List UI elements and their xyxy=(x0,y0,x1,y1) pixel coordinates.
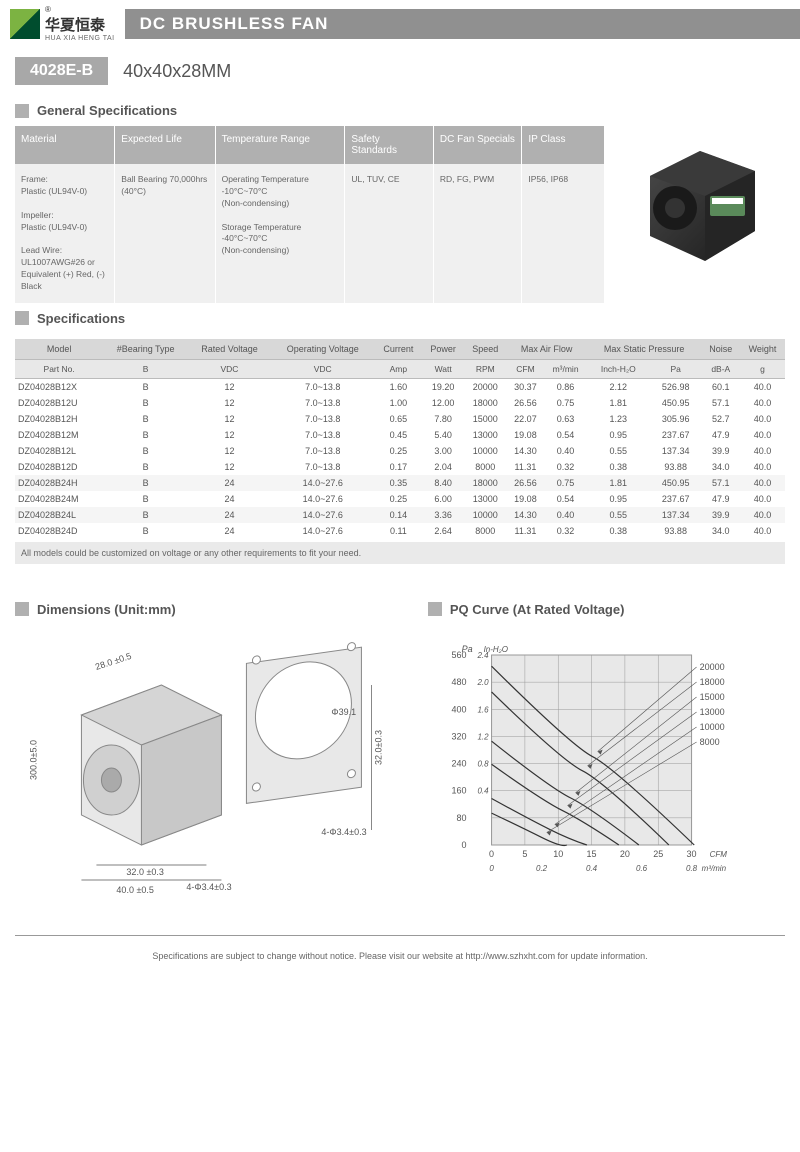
table-row: DZ04028B12LB127.0~13.80.253.001000014.30… xyxy=(15,443,785,459)
spec-note: All models could be customized on voltag… xyxy=(15,542,785,564)
table-row: DZ04028B12MB127.0~13.80.455.401300019.08… xyxy=(15,427,785,443)
svg-text:0.4: 0.4 xyxy=(477,787,489,796)
spec-header-1: Model#Bearing TypeRated VoltageOperating… xyxy=(15,339,785,360)
svg-text:10000: 10000 xyxy=(699,722,724,732)
logo-chinese: 华夏恒泰 xyxy=(45,14,115,35)
table-row: DZ04028B12UB127.0~13.81.0012.001800026.5… xyxy=(15,395,785,411)
svg-text:300.0±5.0: 300.0±5.0 xyxy=(28,740,38,780)
svg-text:0: 0 xyxy=(489,864,494,873)
header-title: DC BRUSHLESS FAN xyxy=(125,9,800,39)
header: ® 华夏恒泰 HUA XIA HENG TAI DC BRUSHLESS FAN xyxy=(0,0,800,47)
logo-english: HUA XIA HENG TAI xyxy=(45,35,115,42)
gs-ip: IP56, IP68 xyxy=(522,164,605,303)
model-row: 4028E-B 40x40x28MM xyxy=(0,47,800,95)
footer: Specifications are subject to change wit… xyxy=(15,935,785,976)
svg-text:0.4: 0.4 xyxy=(586,864,598,873)
table-row: DZ04028B12XB127.0~13.81.6019.202000030.3… xyxy=(15,378,785,395)
svg-text:40.0 ±0.5: 40.0 ±0.5 xyxy=(116,885,153,895)
svg-text:15: 15 xyxy=(586,849,596,859)
svg-text:25: 25 xyxy=(653,849,663,859)
gs-safety: UL, TUV, CE xyxy=(345,164,434,303)
svg-text:4-Φ3.4±0.3: 4-Φ3.4±0.3 xyxy=(321,827,366,837)
svg-text:1.6: 1.6 xyxy=(477,705,489,714)
model-badge: 4028E-B xyxy=(15,57,108,85)
svg-text:32.0 ±0.3: 32.0 ±0.3 xyxy=(126,867,163,877)
gs-header-row: Material Expected Life Temperature Range… xyxy=(15,126,605,164)
svg-text:20: 20 xyxy=(620,849,630,859)
svg-text:15000: 15000 xyxy=(699,692,724,702)
svg-text:5: 5 xyxy=(522,849,527,859)
logo-icon xyxy=(10,9,40,39)
section-bar-icon xyxy=(15,104,29,118)
svg-text:80: 80 xyxy=(456,813,466,823)
svg-text:30: 30 xyxy=(686,849,696,859)
svg-text:0.6: 0.6 xyxy=(636,864,648,873)
svg-text:13000: 13000 xyxy=(699,707,724,717)
table-row: DZ04028B24HB2414.0~27.60.358.401800026.5… xyxy=(15,475,785,491)
pq-title: PQ Curve (At Rated Voltage) xyxy=(428,594,785,625)
general-specs-title: General Specifications xyxy=(0,95,800,126)
svg-text:28.0 ±0.5: 28.0 ±0.5 xyxy=(94,651,133,672)
svg-text:4-Φ3.4±0.3: 4-Φ3.4±0.3 xyxy=(186,882,231,892)
svg-text:480: 480 xyxy=(451,677,466,687)
svg-text:In-H₂O: In-H₂O xyxy=(483,645,507,654)
dimensions-title: Dimensions (Unit:mm) xyxy=(15,594,408,625)
product-image xyxy=(615,126,785,276)
logo: ® 华夏恒泰 HUA XIA HENG TAI xyxy=(0,0,125,47)
table-row: DZ04028B24DB2414.0~27.60.112.64800011.31… xyxy=(15,523,785,539)
svg-text:32.0±0.3: 32.0±0.3 xyxy=(373,730,383,765)
section-bar-icon xyxy=(15,602,29,616)
spec-header-2: Part No.BVDCVDCAmpWattRPMCFMm³/minInch-H… xyxy=(15,359,785,378)
specs-title: Specifications xyxy=(0,303,800,334)
svg-text:2.0: 2.0 xyxy=(476,678,489,687)
gs-temp: Operating Temperature -10°C~70°C (Non-co… xyxy=(216,164,346,303)
svg-text:320: 320 xyxy=(451,731,466,741)
table-row: DZ04028B24MB2414.0~27.60.256.001300019.0… xyxy=(15,491,785,507)
svg-text:m³/min: m³/min xyxy=(701,864,726,873)
svg-text:Pa: Pa xyxy=(461,644,472,654)
table-row: DZ04028B12DB127.0~13.80.172.04800011.310… xyxy=(15,459,785,475)
svg-text:10: 10 xyxy=(553,849,563,859)
svg-text:8000: 8000 xyxy=(699,737,719,747)
spec-table: Model#Bearing TypeRated VoltageOperating… xyxy=(0,339,800,564)
general-specs: Material Expected Life Temperature Range… xyxy=(0,126,800,303)
svg-text:0.8: 0.8 xyxy=(686,864,698,873)
svg-text:18000: 18000 xyxy=(699,677,724,687)
svg-text:0: 0 xyxy=(461,840,466,850)
svg-text:160: 160 xyxy=(451,786,466,796)
svg-text:0: 0 xyxy=(489,849,494,859)
registered-mark: ® xyxy=(45,5,115,14)
svg-text:Φ39.1: Φ39.1 xyxy=(331,707,356,717)
svg-text:0.8: 0.8 xyxy=(477,759,489,768)
dimension-drawing: 28.0 ±0.5 300.0±5.0 40.0 ±0.5 32.0 ±0.3 … xyxy=(15,635,408,915)
svg-text:1.2: 1.2 xyxy=(477,732,489,741)
svg-text:CFM: CFM xyxy=(709,850,727,859)
pq-chart: 5602.44802.04001.63201.22400.81600.48000… xyxy=(428,635,785,895)
svg-text:240: 240 xyxy=(451,758,466,768)
model-size: 40x40x28MM xyxy=(123,61,231,82)
svg-text:0.2: 0.2 xyxy=(536,864,548,873)
gs-body-row: Frame: Plastic (UL94V-0) Impeller: Plast… xyxy=(15,164,605,303)
gs-specials: RD, FG, PWM xyxy=(434,164,523,303)
fan-icon xyxy=(630,136,770,266)
section-bar-icon xyxy=(428,602,442,616)
table-row: DZ04028B12HB127.0~13.80.657.801500022.07… xyxy=(15,411,785,427)
table-row: DZ04028B24LB2414.0~27.60.143.361000014.3… xyxy=(15,507,785,523)
gs-life: Ball Bearing 70,000hrs (40°C) xyxy=(115,164,215,303)
section-bar-icon xyxy=(15,311,29,325)
svg-text:20000: 20000 xyxy=(699,662,724,672)
gs-material: Frame: Plastic (UL94V-0) Impeller: Plast… xyxy=(15,164,115,303)
svg-text:400: 400 xyxy=(451,704,466,714)
